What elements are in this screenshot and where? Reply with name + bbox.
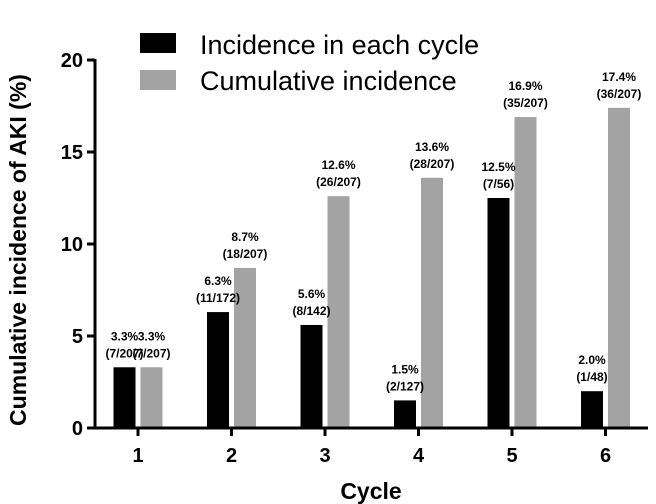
data-label: (28/207) xyxy=(410,157,455,171)
data-label: 16.9% xyxy=(508,79,542,93)
data-label: 8.7% xyxy=(231,230,259,244)
bar-series0-cycle3 xyxy=(300,324,323,428)
data-label: (2/127) xyxy=(386,379,424,393)
bar-series1-cycle4 xyxy=(421,177,443,428)
x-tick-label: 2 xyxy=(226,445,237,467)
bar-series0-cycle1 xyxy=(113,367,136,428)
y-tick-label: 5 xyxy=(72,326,83,348)
axes-group xyxy=(93,59,648,430)
data-label: 12.6% xyxy=(321,158,355,172)
x-tick-label: 1 xyxy=(132,445,143,467)
data-label: 13.6% xyxy=(415,140,449,154)
data-label: 2.0% xyxy=(578,353,606,367)
data-label: (11/172) xyxy=(196,291,240,305)
legend-swatch-incidence xyxy=(140,33,176,53)
y-tick-label: 0 xyxy=(72,418,83,440)
data-label: 12.5% xyxy=(481,160,515,174)
legend-label-cumulative: Cumulative incidence xyxy=(200,66,457,96)
bar-series0-cycle6 xyxy=(581,391,603,428)
data-label: (26/207) xyxy=(316,175,361,189)
data-label: 3.3% xyxy=(111,329,139,343)
x-tick-label: 4 xyxy=(413,445,425,467)
bar-series1-cycle5 xyxy=(514,117,537,428)
y-axis-title: Cumulative incidence of AKI (%) xyxy=(5,74,31,426)
data-labels-group: 3.3% (7/207) 6.3% (11/172) 5.6% (8/142) 1.5% (2… xyxy=(105,70,641,394)
bar-series0-cycle2 xyxy=(207,312,229,428)
bar-series0-cycle4 xyxy=(394,400,416,428)
data-label: (36/207) xyxy=(597,87,642,101)
bar-series1-cycle1 xyxy=(140,367,163,428)
bars-group xyxy=(113,107,630,428)
data-label: (1/48) xyxy=(576,370,607,384)
bar-series1-cycle6 xyxy=(608,107,630,428)
y-ticks-group: 0 5 10 15 20 xyxy=(61,50,95,440)
data-label: (35/207) xyxy=(503,96,548,110)
data-label: 5.6% xyxy=(298,287,326,301)
data-label: (7/56) xyxy=(483,177,514,191)
legend-label-incidence: Incidence in each cycle xyxy=(200,30,479,60)
x-axis-title: Cycle xyxy=(340,478,401,504)
data-label: 1.5% xyxy=(391,362,419,376)
data-label: 3.3% xyxy=(138,329,166,343)
bar-series0-cycle5 xyxy=(487,198,510,428)
x-tick-label: 3 xyxy=(319,445,330,467)
data-label: 6.3% xyxy=(204,274,232,288)
data-label: (18/207) xyxy=(223,247,268,261)
data-label: (8/142) xyxy=(292,304,330,318)
y-tick-label: 20 xyxy=(61,50,83,72)
data-label: (7/207) xyxy=(132,346,170,360)
bar-series1-cycle3 xyxy=(327,196,350,428)
data-label: (7/207) xyxy=(105,346,143,360)
x-tick-label: 6 xyxy=(600,445,611,467)
bar-series1-cycle2 xyxy=(234,267,256,428)
legend-swatch-cumulative xyxy=(140,70,176,90)
y-tick-label: 10 xyxy=(61,234,83,256)
y-tick-label: 15 xyxy=(61,142,83,164)
x-tick-label: 5 xyxy=(506,445,517,467)
data-label: 17.4% xyxy=(602,70,636,84)
x-ticks-group: 1 2 3 4 5 6 xyxy=(132,428,611,467)
legend: Incidence in each cycle Cumulative incid… xyxy=(140,30,479,96)
